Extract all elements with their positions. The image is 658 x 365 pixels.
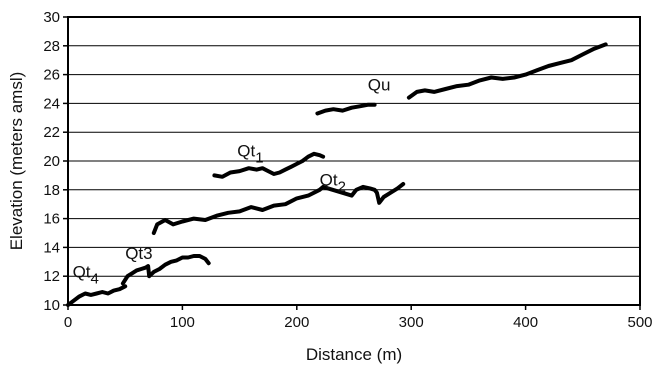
series-label-subscript: 2	[338, 178, 346, 195]
series-label-qt1: Qt1	[237, 142, 263, 167]
y-tick-label-22: 22	[43, 124, 60, 141]
y-tick-label-12: 12	[43, 268, 60, 285]
y-tick-label-10: 10	[43, 297, 60, 314]
x-tick-label-200: 200	[284, 314, 309, 331]
series-line-qu	[406, 42, 608, 100]
x-axis-title: Distance (m)	[306, 345, 402, 364]
y-tick-label-24: 24	[43, 95, 60, 112]
y-tick-label-16: 16	[43, 211, 60, 228]
y-axis-title: Elevation (meters amsl)	[7, 72, 26, 251]
series-lines	[66, 42, 608, 307]
series-line-qt4	[66, 284, 128, 307]
series-line-qu-lower-	[315, 102, 377, 116]
x-tick-label-500: 500	[627, 314, 652, 331]
x-tick-label-100: 100	[170, 314, 195, 331]
series-label-qu: Qu	[368, 75, 391, 94]
y-tick-label-26: 26	[43, 67, 60, 84]
gridlines	[68, 45, 640, 277]
series-line-qt2	[151, 182, 406, 235]
series-line-qt3	[120, 254, 211, 286]
series-line-qt1	[212, 151, 326, 179]
y-tick-label-18: 18	[43, 182, 60, 199]
series-label-subscript: 1	[255, 150, 263, 167]
series-label-qt3: Qt3	[125, 244, 152, 263]
x-tick-label-300: 300	[399, 314, 424, 331]
y-tick-label-28: 28	[43, 38, 60, 55]
x-tick-label-0: 0	[64, 314, 72, 331]
x-tick-label-400: 400	[513, 314, 538, 331]
series-label-subscript: 4	[91, 271, 99, 288]
y-tick-label-14: 14	[43, 239, 60, 256]
y-tick-label-30: 30	[43, 9, 60, 26]
series-label-qt4: Qt4	[73, 263, 99, 288]
y-tick-label-20: 20	[43, 153, 60, 170]
